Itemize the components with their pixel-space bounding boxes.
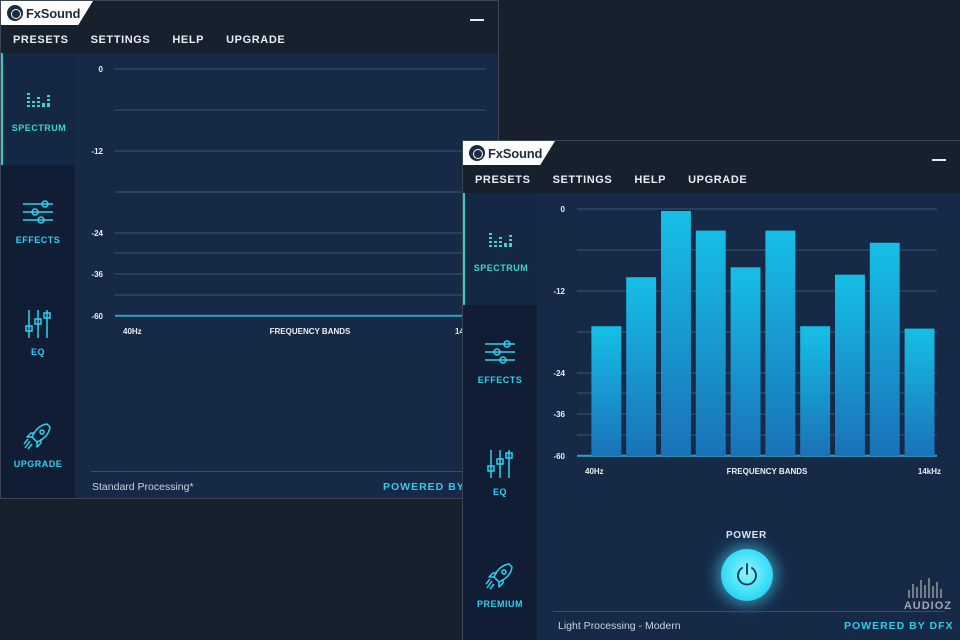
- sidebar-item-spectrum[interactable]: SPECTRUM: [1, 53, 75, 165]
- main-panel: 0 -12 -24 -36 -60 40Hz FREQUENCY BANDS 14kHz PO…: [537, 193, 960, 640]
- spectrum-bar: [765, 230, 796, 456]
- spectrum-bar: [730, 267, 761, 456]
- x-axis-title: FREQUENCY BANDS: [270, 327, 351, 336]
- power-button[interactable]: [721, 549, 773, 601]
- eq-icon: [487, 450, 513, 478]
- spectrum-bar: [800, 326, 831, 456]
- menu-help[interactable]: HELP: [172, 34, 205, 46]
- sidebar-item-label: EFFECTS: [15, 235, 61, 245]
- y-tick-label: -24: [553, 369, 565, 378]
- menu-bar: PRESETS SETTINGS HELP UPGRADE: [1, 27, 498, 53]
- x-label-start: 40Hz: [123, 327, 142, 336]
- spectrum-bar: [904, 328, 935, 456]
- sidebar-item-label: EQ: [492, 487, 507, 497]
- y-tick-label: -36: [91, 270, 103, 279]
- sidebar-item-label: SPECTRUM: [473, 263, 529, 273]
- spectrum-bar: [695, 230, 726, 456]
- spectrum-chart: 0 -12 -24 -36 -60 40Hz FREQUENCY BANDS 14kHz: [553, 205, 941, 476]
- sidebar-item-effects[interactable]: EFFECTS: [463, 305, 537, 417]
- y-tick-label: -60: [91, 312, 103, 321]
- sidebar-item-label: PREMIUM: [477, 599, 523, 609]
- fxsound-logo-icon: [469, 145, 485, 161]
- menu-upgrade[interactable]: UPGRADE: [688, 174, 748, 186]
- watermark-text: AUDIOZ: [903, 600, 952, 612]
- spectrum-icon: [27, 93, 50, 107]
- sidebar-item-label: EFFECTS: [477, 375, 523, 385]
- power-label: POWER: [726, 530, 767, 541]
- x-axis-title: FREQUENCY BANDS: [727, 467, 808, 476]
- y-tick-label: -36: [553, 410, 565, 419]
- powered-by-label: POWERED BY: [383, 481, 465, 493]
- sidebar-item-effects[interactable]: EFFECTS: [1, 165, 75, 277]
- sidebar-item-label: EQ: [30, 347, 45, 357]
- y-tick-label: -60: [553, 452, 565, 461]
- y-tick-label: -12: [91, 147, 103, 156]
- app-logo: FxSound: [1, 1, 93, 25]
- sidebar-item-label: SPECTRUM: [11, 123, 67, 133]
- eq-icon: [25, 310, 51, 338]
- watermark-logo: [908, 578, 942, 598]
- rocket-icon: [23, 423, 51, 450]
- y-tick-label: -24: [91, 229, 103, 238]
- menu-presets[interactable]: PRESETS: [13, 34, 69, 46]
- y-tick-label: 0: [561, 205, 566, 214]
- spectrum-bar: [661, 211, 691, 456]
- footer-divider: [91, 471, 471, 472]
- y-tick-label: 0: [99, 65, 104, 74]
- menu-help[interactable]: HELP: [634, 174, 667, 186]
- app-name: FxSound: [26, 5, 81, 21]
- sidebar-item-eq[interactable]: EQ: [463, 417, 537, 529]
- fxsound-logo-icon: [7, 5, 23, 21]
- fxsound-window-back: FxSound PRESETS SETTINGS HELP UPGRADE SP…: [0, 0, 499, 499]
- minimize-button[interactable]: [932, 159, 946, 161]
- sliders-icon: [485, 340, 515, 364]
- powered-by-label: POWERED BY DFX: [844, 620, 954, 632]
- spectrum-chart: 0 -12 -24 -36 -60 40Hz FREQUENCY BANDS 14: [91, 65, 485, 336]
- sidebar-item-premium[interactable]: PREMIUM: [463, 529, 537, 640]
- x-label-end: 14kHz: [918, 467, 941, 476]
- spectrum-bar: [835, 274, 865, 456]
- sidebar-item-eq[interactable]: EQ: [1, 277, 75, 389]
- spectrum-bar: [869, 242, 900, 456]
- sidebar: SPECTRUM EFFECTS EQ: [1, 53, 75, 498]
- x-label-end: 14: [455, 327, 464, 336]
- app-logo: FxSound: [463, 141, 555, 165]
- app-name: FxSound: [488, 145, 543, 161]
- minimize-button[interactable]: [470, 19, 484, 21]
- sidebar-item-label: UPGRADE: [13, 459, 63, 469]
- menu-upgrade[interactable]: UPGRADE: [226, 34, 286, 46]
- preset-status: Light Processing - Modern: [558, 620, 681, 632]
- sliders-icon: [23, 200, 53, 224]
- main-panel: 0 -12 -24 -36 -60 40Hz FREQUENCY BANDS 14 Stand…: [75, 53, 498, 498]
- spectrum-bar: [591, 326, 622, 456]
- spectrum-bar: [626, 277, 657, 456]
- y-tick-label: -12: [553, 287, 565, 296]
- footer-divider: [553, 611, 945, 612]
- spectrum-icon: [489, 233, 512, 247]
- power-icon: [737, 563, 757, 586]
- title-bar: FxSound: [463, 141, 960, 167]
- menu-settings[interactable]: SETTINGS: [90, 34, 151, 46]
- preset-status: Standard Processing*: [92, 481, 194, 493]
- sidebar-item-spectrum[interactable]: SPECTRUM: [463, 193, 537, 305]
- menu-bar: PRESETS SETTINGS HELP UPGRADE: [463, 167, 960, 193]
- fxsound-window-front: FxSound PRESETS SETTINGS HELP UPGRADE SP…: [462, 140, 960, 640]
- x-label-start: 40Hz: [585, 467, 604, 476]
- rocket-icon: [485, 563, 513, 590]
- sidebar: SPECTRUM EFFECTS EQ: [463, 193, 537, 640]
- title-bar: FxSound: [1, 1, 498, 27]
- menu-settings[interactable]: SETTINGS: [552, 174, 613, 186]
- menu-presets[interactable]: PRESETS: [475, 174, 531, 186]
- sidebar-item-upgrade[interactable]: UPGRADE: [1, 389, 75, 498]
